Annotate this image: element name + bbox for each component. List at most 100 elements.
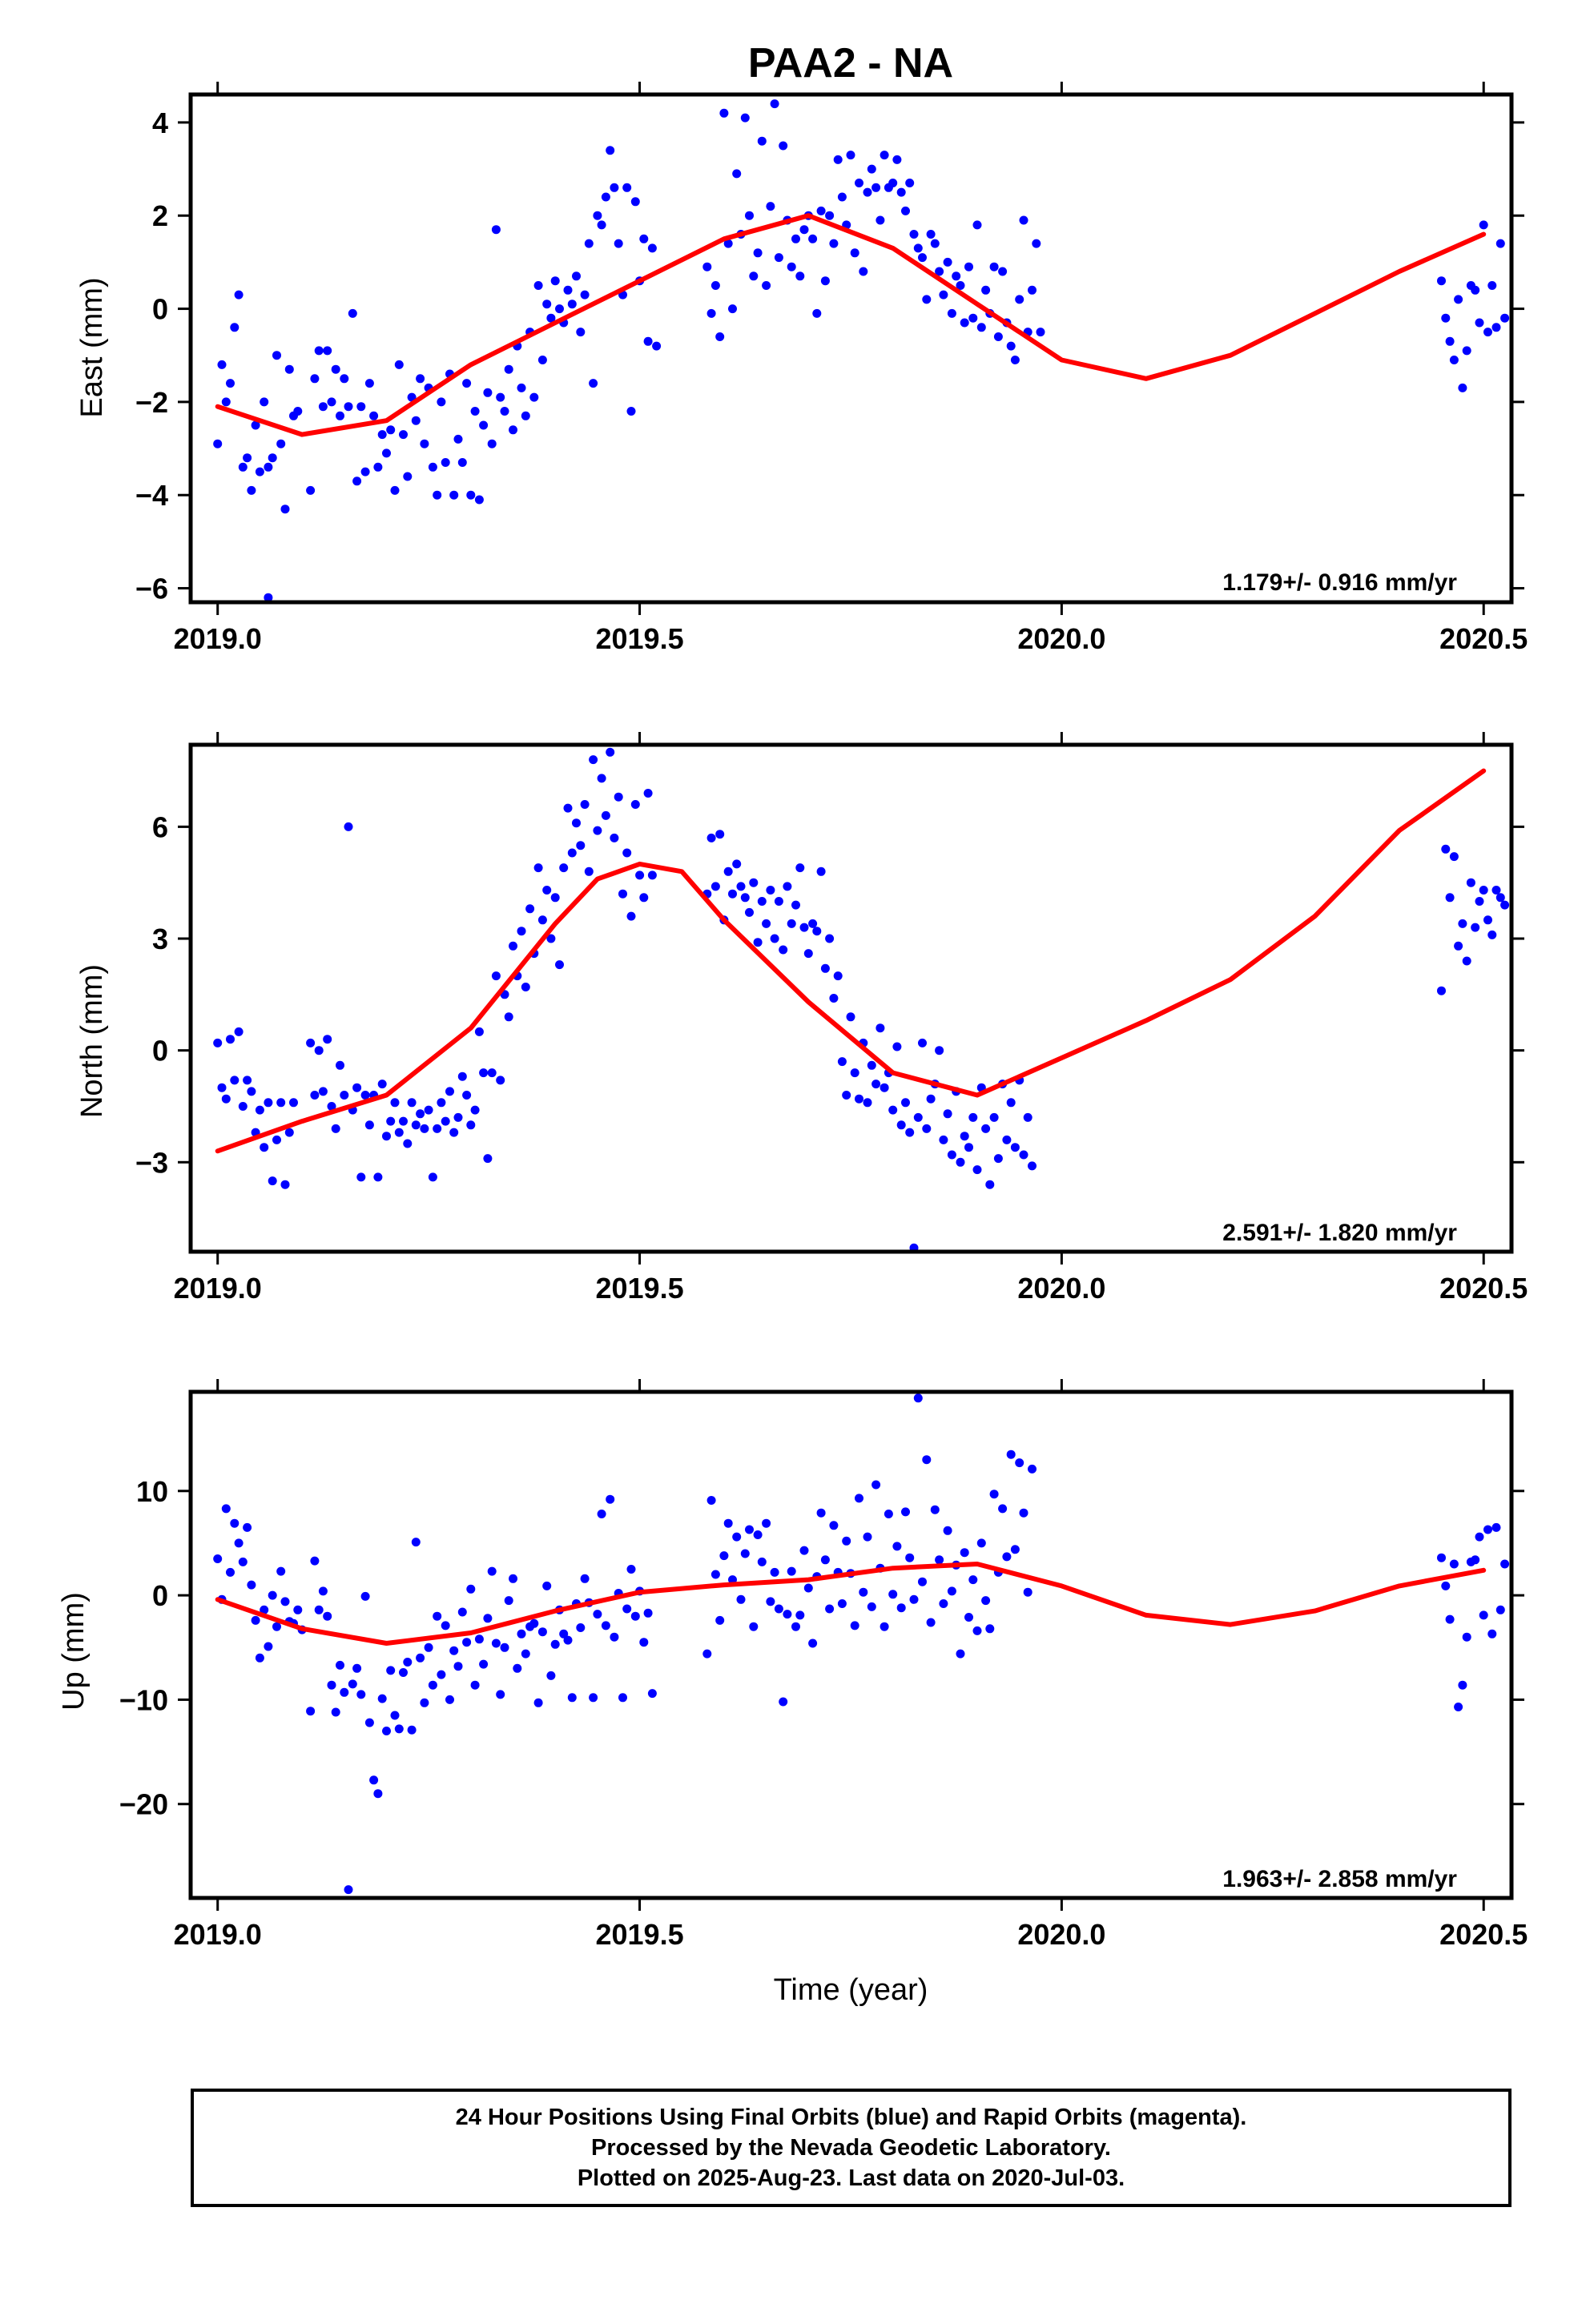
- data-point: [871, 183, 881, 192]
- data-point: [593, 826, 602, 835]
- data-point: [779, 141, 788, 151]
- data-point: [433, 490, 442, 500]
- y-axis-label: Up (mm): [57, 1592, 91, 1711]
- data-point: [880, 151, 889, 160]
- data-point: [1475, 318, 1484, 328]
- data-point: [710, 1570, 720, 1579]
- data-point: [474, 495, 484, 505]
- data-point: [234, 290, 244, 300]
- data-point: [639, 1638, 649, 1647]
- data-point: [517, 927, 526, 936]
- data-point: [1445, 336, 1455, 346]
- data-point: [606, 146, 615, 155]
- data-point: [213, 439, 223, 448]
- y-tick-label: 4: [152, 107, 168, 139]
- data-point: [213, 1554, 223, 1563]
- data-point: [1495, 1605, 1505, 1614]
- data-point: [221, 1094, 231, 1104]
- data-point: [221, 397, 231, 407]
- data-point: [238, 462, 248, 472]
- data-point: [956, 1649, 965, 1659]
- data-point: [327, 397, 336, 407]
- data-point: [922, 1455, 932, 1465]
- data-point: [829, 1521, 839, 1530]
- data-point: [533, 1698, 543, 1707]
- data-point: [373, 1172, 383, 1182]
- data-point: [896, 1603, 906, 1613]
- fit-curve: [215, 213, 1487, 437]
- data-point: [420, 1698, 429, 1707]
- data-point: [850, 1621, 859, 1630]
- data-point: [449, 1128, 459, 1137]
- data-point: [880, 1083, 889, 1092]
- data-point: [1479, 1610, 1488, 1620]
- y-tick-label: −2: [135, 386, 168, 419]
- data-point: [779, 945, 788, 955]
- data-point: [314, 346, 324, 356]
- data-point: [867, 1602, 876, 1611]
- data-point: [479, 420, 489, 430]
- data-point: [922, 1124, 932, 1133]
- data-point: [369, 1775, 379, 1785]
- data-point: [993, 1154, 1003, 1164]
- data-point: [441, 1621, 450, 1630]
- data-point: [306, 485, 316, 495]
- data-point: [1500, 313, 1510, 323]
- data-point: [1491, 1522, 1501, 1532]
- x-tick-label: 2019.0: [174, 1272, 262, 1305]
- data-point: [1437, 986, 1446, 995]
- data-point: [563, 803, 573, 813]
- data-point: [626, 407, 636, 416]
- data-point: [1445, 893, 1455, 903]
- data-point: [255, 467, 264, 476]
- data-point: [863, 1532, 872, 1542]
- data-point: [491, 971, 501, 981]
- data-point: [779, 1697, 788, 1707]
- data-point: [593, 211, 602, 220]
- data-point: [715, 1615, 725, 1625]
- data-point: [310, 1556, 320, 1566]
- data-point: [466, 1584, 476, 1594]
- data-point: [922, 295, 932, 304]
- data-point: [264, 593, 273, 602]
- data-point: [787, 919, 796, 928]
- data-point: [386, 1666, 396, 1675]
- data-point: [563, 285, 573, 295]
- data-point: [753, 248, 763, 258]
- data-point: [770, 1567, 779, 1577]
- data-point: [614, 239, 623, 248]
- y-tick-label: 0: [152, 1035, 168, 1068]
- data-point: [243, 1076, 252, 1085]
- data-point: [572, 818, 581, 828]
- data-point: [348, 1679, 357, 1689]
- data-point: [352, 1663, 362, 1673]
- data-point: [221, 1504, 231, 1514]
- data-point: [888, 179, 898, 187]
- data-point: [723, 239, 733, 248]
- data-point: [576, 328, 586, 337]
- rate-label: 1.963+/- 2.858 mm/yr: [1222, 1866, 1457, 1892]
- data-point: [453, 1662, 463, 1671]
- data-point: [859, 267, 868, 276]
- data-point: [1023, 1112, 1032, 1122]
- data-point: [871, 1080, 881, 1089]
- data-point: [740, 893, 750, 903]
- data-point: [411, 1120, 421, 1130]
- data-point: [483, 1614, 493, 1623]
- data-point: [457, 1607, 467, 1617]
- data-point: [1441, 844, 1451, 854]
- data-point: [411, 1538, 421, 1547]
- data-point: [964, 1613, 973, 1622]
- data-point: [943, 257, 952, 267]
- data-point: [732, 169, 742, 179]
- data-point: [909, 230, 919, 239]
- data-point: [855, 179, 863, 187]
- data-point: [820, 963, 830, 973]
- data-point: [1495, 239, 1505, 248]
- x-tick-label: 2019.5: [595, 1918, 683, 1951]
- data-point: [360, 1591, 370, 1601]
- data-point: [550, 276, 560, 286]
- data-point: [247, 1580, 256, 1590]
- data-point: [251, 1615, 260, 1625]
- data-point: [517, 383, 526, 392]
